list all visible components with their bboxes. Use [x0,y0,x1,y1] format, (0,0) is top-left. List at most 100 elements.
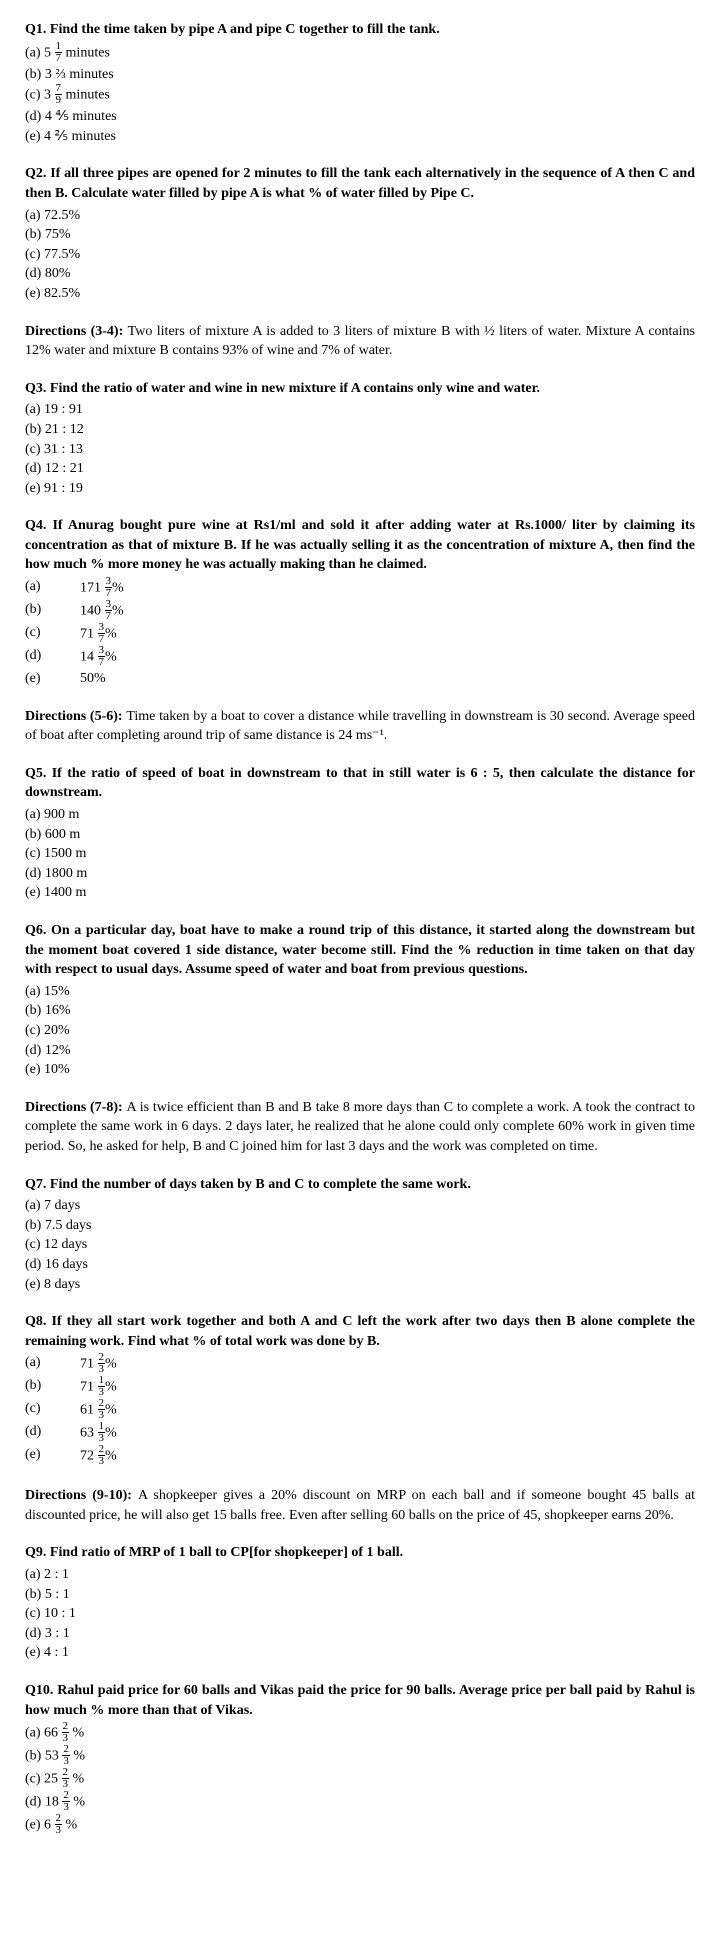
q4-d-val: 14 37% [80,646,117,669]
directions-9-10: Directions (9-10): A shopkeeper gives a … [25,1486,695,1525]
q2-option-c: (c) 77.5% [25,245,695,265]
q4-option-d: (d)14 37% [25,646,695,669]
fraction: 37 [98,622,106,645]
q8-d-post: % [105,1426,117,1441]
q8-b-post: % [105,1380,117,1395]
q1-text: Q1. Find the time taken by pipe A and pi… [25,20,695,40]
q5-option-b: (b) 600 m [25,825,695,845]
directions-5-6: Directions (5-6): Time taken by a boat t… [25,707,695,746]
q10-a-pre: (a) 66 [25,1726,62,1741]
q7-option-d: (d) 16 days [25,1255,695,1275]
q5-text: Q5. If the ratio of speed of boat in dow… [25,764,695,803]
q10-b-post: % [70,1749,85,1764]
question-8: Q8. If they all start work together and … [25,1312,695,1468]
q10-e-pre: (e) 6 [25,1818,55,1833]
q8-e-lbl: (e) [25,1445,80,1468]
q10-options: (a) 66 23 % (b) 53 23 % (c) 25 23 % (d) … [25,1722,695,1837]
fraction: 13 [98,1375,106,1398]
q5-option-d: (d) 1800 m [25,864,695,884]
question-9: Q9. Find ratio of MRP of 1 ball to CP[fo… [25,1543,695,1663]
q4-a-lbl: (a) [25,577,80,600]
d78-label: Directions (7-8): [25,1100,127,1115]
q8-a-post: % [105,1357,117,1372]
q10-option-e: (e) 6 23 % [25,1814,695,1837]
q1-option-e: (e) 4 ⅖ minutes [25,127,695,147]
q8-option-a: (a)71 23% [25,1353,695,1376]
q8-c-pre: 61 [80,1403,98,1418]
q4-c-val: 71 37% [80,623,117,646]
q10-c-pre: (c) 25 [25,1772,62,1787]
question-6: Q6. On a particular day, boat have to ma… [25,921,695,1080]
d56-label: Directions (5-6): [25,709,126,724]
fraction: 23 [62,1767,70,1790]
q7-option-c: (c) 12 days [25,1235,695,1255]
q1-c-post: minutes [62,88,110,103]
question-7: Q7. Find the number of days taken by B a… [25,1175,695,1295]
q4-e-val: 50% [80,669,106,689]
q4-b-lbl: (b) [25,600,80,623]
q8-b-val: 71 13% [80,1376,117,1399]
q1-a-post: minutes [62,45,110,60]
question-1: Q1. Find the time taken by pipe A and pi… [25,20,695,146]
q4-option-b: (b)140 37% [25,600,695,623]
q10-option-d: (d) 18 23 % [25,1791,695,1814]
q3-options: (a) 19 : 91 (b) 21 : 12 (c) 31 : 13 (d) … [25,400,695,498]
q8-e-val: 72 23% [80,1445,117,1468]
denominator: 7 [98,657,106,668]
q4-c-lbl: (c) [25,623,80,646]
q3-option-e: (e) 91 : 19 [25,479,695,499]
q2-options: (a) 72.5% (b) 75% (c) 77.5% (d) 80% (e) … [25,206,695,304]
denominator: 7 [55,53,63,64]
q2-option-a: (a) 72.5% [25,206,695,226]
q1-a-pre: (a) 5 [25,45,55,60]
q4-d-pre: 14 [80,650,98,665]
q8-d-val: 63 13% [80,1422,117,1445]
q6-option-e: (e) 10% [25,1060,695,1080]
q8-options: (a)71 23% (b)71 13% (c)61 23% (d)63 13% … [25,1353,695,1468]
q6-options: (a) 15% (b) 16% (c) 20% (d) 12% (e) 10% [25,982,695,1080]
q8-a-val: 71 23% [80,1353,117,1376]
q1-option-c: (c) 3 79 minutes [25,84,695,107]
denominator: 9 [55,95,63,106]
q3-option-a: (a) 19 : 91 [25,400,695,420]
directions-3-4: Directions (3-4): Two liters of mixture … [25,322,695,361]
q1-options: (a) 5 17 minutes (b) 3 ⅔ minutes (c) 3 7… [25,42,695,147]
q7-option-e: (e) 8 days [25,1275,695,1295]
d910-label: Directions (9-10): [25,1488,138,1503]
q10-option-c: (c) 25 23 % [25,1768,695,1791]
q5-option-c: (c) 1500 m [25,844,695,864]
fraction: 23 [98,1444,106,1467]
q8-d-pre: 63 [80,1426,98,1441]
q3-text: Q3. Find the ratio of water and wine in … [25,379,695,399]
q8-option-b: (b)71 13% [25,1376,695,1399]
q1-c-pre: (c) 3 [25,88,55,103]
fraction: 79 [55,83,63,106]
q9-options: (a) 2 : 1 (b) 5 : 1 (c) 10 : 1 (d) 3 : 1… [25,1565,695,1663]
numerator: 1 [55,41,63,53]
fraction: 17 [55,41,63,64]
q2-option-e: (e) 82.5% [25,284,695,304]
fraction: 23 [62,1721,70,1744]
denominator: 7 [105,611,113,622]
fraction: 23 [55,1813,63,1836]
q3-option-c: (c) 31 : 13 [25,440,695,460]
q9-option-c: (c) 10 : 1 [25,1604,695,1624]
q3-option-d: (d) 12 : 21 [25,459,695,479]
q10-option-a: (a) 66 23 % [25,1722,695,1745]
q9-option-a: (a) 2 : 1 [25,1565,695,1585]
fraction: 23 [62,1790,70,1813]
q4-d-post: % [105,650,117,665]
q8-c-lbl: (c) [25,1399,80,1422]
q5-option-e: (e) 1400 m [25,883,695,903]
q6-option-d: (d) 12% [25,1041,695,1061]
fraction: 23 [62,1744,70,1767]
q1-option-d: (d) 4 ⅘ minutes [25,107,695,127]
q6-option-b: (b) 16% [25,1001,695,1021]
q7-options: (a) 7 days (b) 7.5 days (c) 12 days (d) … [25,1196,695,1294]
directions-7-8: Directions (7-8): A is twice efficient t… [25,1098,695,1157]
q10-b-pre: (b) 53 [25,1749,62,1764]
q8-b-lbl: (b) [25,1376,80,1399]
q8-a-lbl: (a) [25,1353,80,1376]
q2-option-b: (b) 75% [25,225,695,245]
q9-option-b: (b) 5 : 1 [25,1585,695,1605]
